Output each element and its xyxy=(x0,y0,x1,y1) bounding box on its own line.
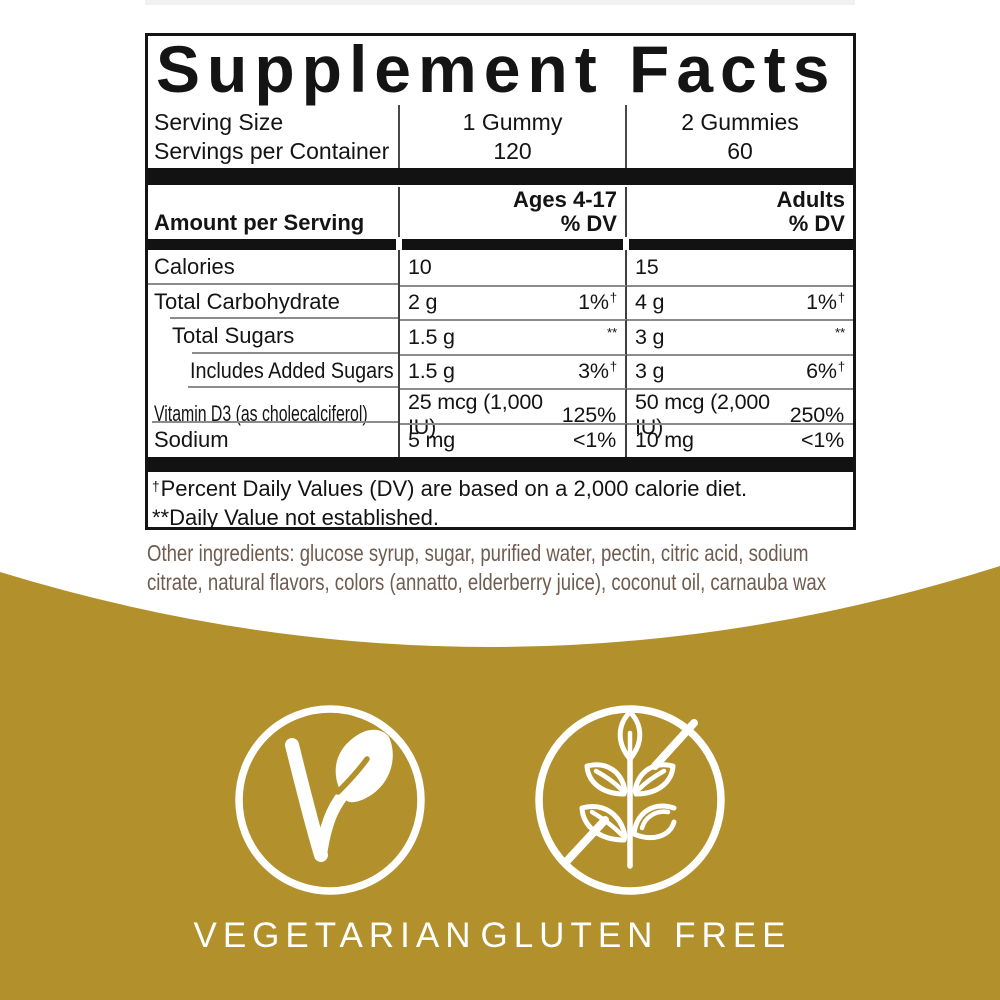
slash-lower-segment xyxy=(562,816,609,866)
amount-value: 15 xyxy=(635,254,659,279)
nutrient-table: Calories 10 15 Total Carbohydrate 2 g 1%†… xyxy=(148,250,853,457)
nutrient-name: Calories xyxy=(154,254,235,280)
table-header: Amount per Serving Ages 4-17 % DV Adults… xyxy=(148,187,853,237)
gold-wave-shape xyxy=(0,566,1000,1000)
dv-value: 3%† xyxy=(578,359,617,384)
gluten-free-icon xyxy=(535,705,725,895)
amount-value: 25 mcg (1,000 IU) xyxy=(408,390,543,439)
header-underline-bars xyxy=(148,239,853,250)
servings-count-1: 120 xyxy=(493,138,532,164)
dv-value: ** xyxy=(835,324,845,340)
other-ingredients-text: Other ingredients: glucose syrup, sugar,… xyxy=(147,540,826,595)
gluten-free-circle xyxy=(535,705,725,895)
nutrient-name: Includes Added Sugars xyxy=(190,357,394,383)
top-scan-artifact xyxy=(145,0,855,5)
amount-value: 3 g xyxy=(635,324,665,349)
servings-per-container-label: Servings per Container xyxy=(154,138,390,164)
serving-size-value-2: 2 Gummies xyxy=(681,109,799,135)
table-row-total-carbohydrate: Total Carbohydrate 2 g 1%† 4 g 1%† xyxy=(148,282,853,319)
footnote-not-established: **Daily Value not established. xyxy=(152,505,439,530)
amount-value: 10 mg xyxy=(635,428,694,453)
table-row-vitamin-d3: Vitamin D3 (as cholecalciferol) 25 mcg (… xyxy=(148,386,853,440)
dv-value xyxy=(844,255,845,280)
nutrient-name: Total Carbohydrate xyxy=(154,288,340,314)
dv-value: ** xyxy=(607,324,617,340)
table-row-total-sugars: Total Sugars 1.5 g ** 3 g ** xyxy=(148,317,853,354)
amount-value: 2 g xyxy=(408,290,438,315)
supplement-facts-panel: Supplement Facts Serving Size Servings p… xyxy=(145,33,856,530)
footnote-daily-values: †Percent Daily Values (DV) are based on … xyxy=(152,476,748,501)
dv-value: 1%† xyxy=(578,290,617,315)
vegetarian-circle xyxy=(235,705,425,895)
footnote-dagger: † xyxy=(152,479,160,494)
serving-col-gummy2: 2 Gummies 60 xyxy=(627,105,853,168)
slash-upper-segment xyxy=(651,719,698,770)
dv-value: 6%† xyxy=(806,359,845,384)
table-row-sodium: Sodium 5 mg <1% 10 mg <1% xyxy=(148,420,853,457)
amount-per-serving-label: Amount per Serving xyxy=(154,210,365,235)
table-row-calories: Calories 10 15 xyxy=(148,250,853,285)
dv-value: <1% xyxy=(572,428,616,453)
serving-size-value-1: 1 Gummy xyxy=(462,109,563,135)
panel-title: Supplement Facts xyxy=(156,32,837,106)
amount-value: 5 mg xyxy=(408,428,455,453)
serving-labels: Serving Size Servings per Container xyxy=(148,105,400,168)
dv-value: 1%† xyxy=(806,290,845,315)
ages-col-header: Ages 4-17 % DV xyxy=(400,187,627,237)
serving-col-gummy1: 1 Gummy 120 xyxy=(400,105,627,168)
amount-value: 10 xyxy=(408,254,432,279)
vegetarian-label: VEGETARIAN xyxy=(193,916,477,955)
dv-value: <1% xyxy=(800,428,844,453)
amount-value: 1.5 g xyxy=(408,359,455,384)
vegetarian-icon xyxy=(235,705,425,895)
amount-value: 50 mcg (2,000 IU) xyxy=(635,390,770,439)
nutrient-name: Sodium xyxy=(154,426,229,452)
thick-separator-bar-top xyxy=(148,168,853,185)
table-row-added-sugars: Includes Added Sugars 1.5 g 3%† 3 g 6%† xyxy=(148,351,853,388)
wheat-icon xyxy=(579,709,677,869)
amount-value: 3 g xyxy=(635,359,665,384)
amount-value: 1.5 g xyxy=(408,324,455,349)
dv-value xyxy=(616,255,617,280)
gluten-free-label: GLUTEN FREE xyxy=(480,916,792,955)
footnotes: †Percent Daily Values (DV) are based on … xyxy=(152,476,849,531)
thick-separator-bar-bottom xyxy=(148,457,853,472)
servings-count-2: 60 xyxy=(727,138,753,164)
nutrient-name: Total Sugars xyxy=(172,323,295,349)
amount-value: 4 g xyxy=(635,290,665,315)
serving-info-section: Serving Size Servings per Container 1 Gu… xyxy=(148,105,853,168)
adults-col-header: Adults % DV xyxy=(776,187,845,236)
serving-size-label: Serving Size xyxy=(154,109,284,135)
leaf-vein xyxy=(335,756,370,795)
